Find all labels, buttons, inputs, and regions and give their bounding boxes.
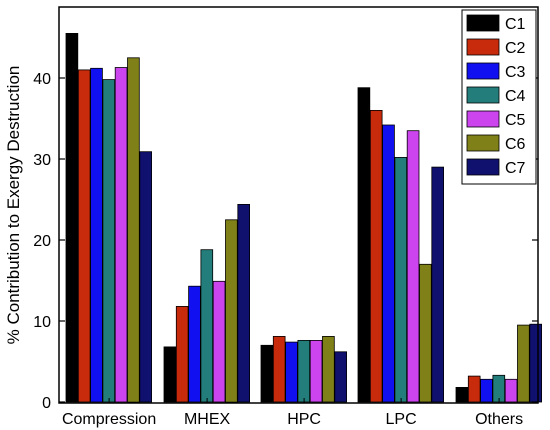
bar-compression-c7 xyxy=(139,151,153,403)
y-tick-label: 10 xyxy=(33,314,51,331)
legend-swatch-c1 xyxy=(466,14,500,32)
y-tick-label: 0 xyxy=(42,395,51,412)
legend-swatch-c5 xyxy=(466,110,500,128)
bar-mhex-c6 xyxy=(225,219,238,403)
plot-frame xyxy=(58,6,539,404)
bar-mhex-c3 xyxy=(188,285,201,403)
x-tick-label-compression: Compression xyxy=(62,411,156,428)
bar-lpc-c6 xyxy=(419,263,432,403)
bar-compression-c4 xyxy=(102,79,116,403)
y-tick-label: 40 xyxy=(33,71,51,88)
bar-lpc-c1 xyxy=(357,87,371,403)
bar-mhex-c1 xyxy=(163,346,177,403)
bar-mhex-c4 xyxy=(200,249,214,403)
legend-swatch-c6 xyxy=(466,134,500,152)
x-tick-label-hpc: HPC xyxy=(287,411,321,428)
bar-compression-c1 xyxy=(65,33,79,403)
legend-label-c5: C5 xyxy=(505,112,526,129)
bar-compression-c6 xyxy=(127,57,140,403)
legend-label-c1: C1 xyxy=(505,16,526,33)
bar-lpc-c7 xyxy=(431,166,444,403)
bar-others-c7 xyxy=(529,323,542,403)
bar-compression-c3 xyxy=(90,67,103,403)
legend: C1 C2 C3 C4 C5 C6 C7 xyxy=(461,9,537,185)
bar-others-c5 xyxy=(504,378,518,403)
x-tick-label-mhex: MHEX xyxy=(184,411,231,428)
bar-lpc-c3 xyxy=(382,124,395,403)
legend-swatch-c3 xyxy=(466,62,500,80)
bar-hpc-c5 xyxy=(309,339,323,403)
y-axis-label: % Contribution to Exergy Destruction xyxy=(4,66,23,345)
legend-swatch-c7 xyxy=(466,158,500,176)
bar-hpc-c1 xyxy=(260,344,274,403)
legend-label-c4: C4 xyxy=(505,88,526,105)
x-tick-label-lpc: LPC xyxy=(386,411,417,428)
bar-compression-c5 xyxy=(114,67,128,403)
bar-hpc-c7 xyxy=(334,351,347,403)
bar-lpc-c5 xyxy=(406,130,420,403)
bar-lpc-c2 xyxy=(369,110,383,403)
bars-layer xyxy=(65,33,542,403)
bar-others-c6 xyxy=(517,324,530,403)
x-axis: Compression MHEX HPC LPC Others xyxy=(62,398,523,428)
bar-others-c3 xyxy=(480,378,493,403)
legend-label-c3: C3 xyxy=(505,64,526,81)
bar-mhex-c2 xyxy=(175,305,189,403)
y-tick-label: 30 xyxy=(33,152,51,169)
bar-others-c2 xyxy=(467,375,481,403)
legend-label-c2: C2 xyxy=(505,40,526,57)
y-tick-label: 20 xyxy=(33,233,51,250)
bar-mhex-c5 xyxy=(212,280,226,403)
legend-label-c7: C7 xyxy=(505,160,526,177)
bar-compression-c2 xyxy=(77,69,91,403)
bar-others-c1 xyxy=(455,386,469,403)
bar-hpc-c4 xyxy=(297,339,311,403)
bar-lpc-c4 xyxy=(394,156,408,403)
bar-hpc-c3 xyxy=(285,341,298,403)
bar-mhex-c7 xyxy=(237,203,251,403)
bar-hpc-c6 xyxy=(322,335,335,403)
legend-swatch-c2 xyxy=(466,38,500,56)
x-tick-label-others: Others xyxy=(475,411,523,428)
legend-label-c6: C6 xyxy=(505,136,526,153)
bar-others-c4 xyxy=(492,374,506,403)
bar-hpc-c2 xyxy=(272,335,286,403)
legend-swatch-c4 xyxy=(466,86,500,104)
